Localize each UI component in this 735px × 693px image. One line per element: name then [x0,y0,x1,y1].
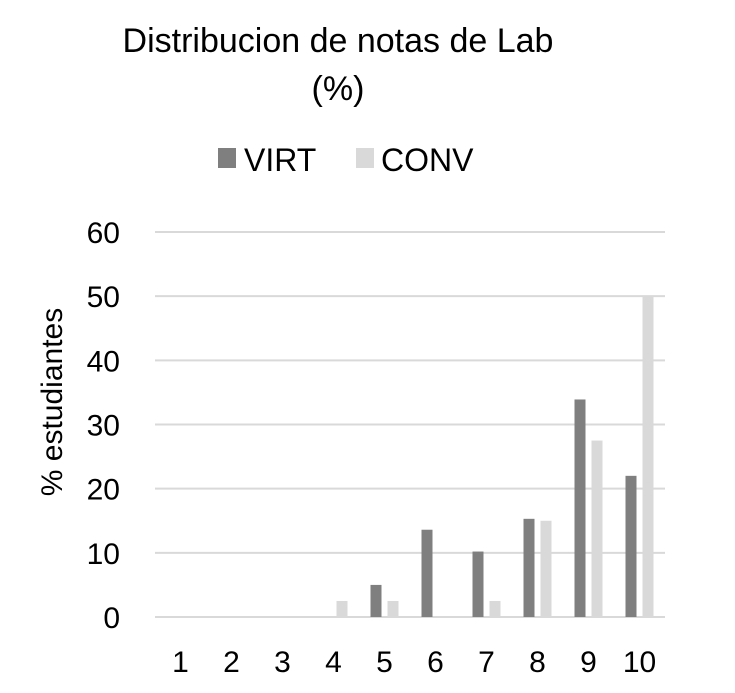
y-tick-label: 0 [103,602,120,635]
x-tick-label: 3 [274,646,291,679]
x-tick-label: 7 [478,646,495,679]
bar-virt-10 [625,475,637,617]
chart-title-line-2: (%) [312,70,365,108]
bar-virt-8 [523,518,535,617]
x-tick-label: 10 [623,646,656,679]
y-tick-label: 60 [87,217,120,250]
x-tick-label: 5 [376,646,393,679]
x-axis-ticks: 1 2 3 4 5 6 7 8 9 10 [172,646,656,679]
y-tick-label: 30 [87,410,120,443]
x-tick-label: 6 [427,646,444,679]
y-tick-label: 50 [87,281,120,314]
y-axis-label: % estudiantes [36,308,69,496]
bar-virt-5 [370,584,382,617]
bar-conv-9 [591,440,603,617]
legend-swatch-conv [356,148,374,168]
gridlines [155,231,665,618]
y-tick-label: 40 [87,345,120,378]
x-tick-label: 1 [172,646,189,679]
legend-label-virt: VIRT [244,142,316,178]
bar-virt-9 [574,399,586,617]
bar-conv-8 [540,520,552,617]
bar-conv-4 [336,600,348,617]
bar-virt-7 [472,551,484,617]
bar-conv-10 [642,296,654,617]
bars [336,296,654,617]
x-tick-label: 8 [529,646,546,679]
chart-title-line-1: Distribucion de notas de Lab [123,22,554,60]
y-tick-label: 10 [87,538,120,571]
bar-conv-5 [387,600,399,617]
bar-conv-7 [489,600,501,617]
y-tick-label: 20 [87,474,120,507]
legend-swatch-virt [218,148,236,168]
legend-label-conv: CONV [381,142,474,178]
y-axis-ticks: 0 10 20 30 40 50 60 [87,217,120,635]
x-tick-label: 9 [580,646,597,679]
x-tick-label: 4 [325,646,342,679]
bar-virt-6 [421,529,433,617]
x-tick-label: 2 [223,646,240,679]
